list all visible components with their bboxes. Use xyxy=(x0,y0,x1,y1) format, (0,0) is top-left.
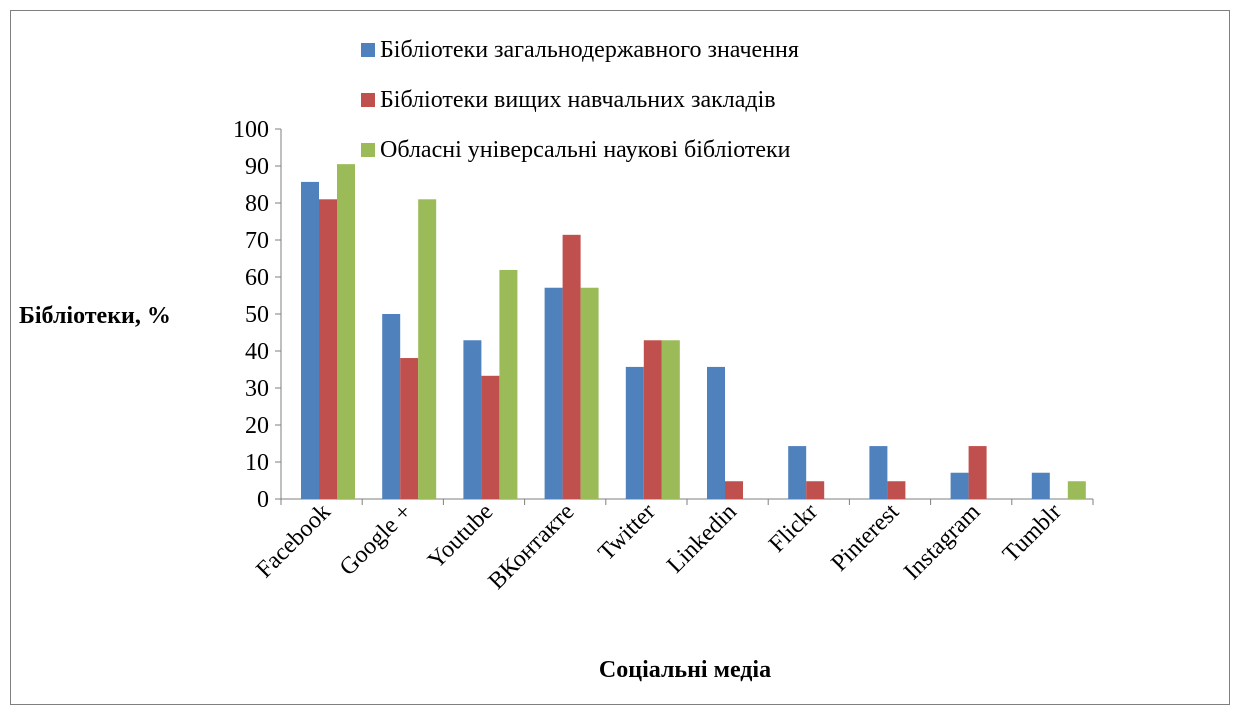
legend-swatch xyxy=(361,93,375,107)
bar-1-tumblr xyxy=(1031,472,1050,499)
bar-2-instagram xyxy=(968,446,987,499)
bar-2-google- xyxy=(400,358,419,499)
category-label: Pinterest xyxy=(826,499,904,577)
bar-2-twitter xyxy=(643,340,662,499)
legend-label: Бібліотеки вищих навчальних закладів xyxy=(380,87,776,113)
bar-3-twitter xyxy=(661,340,680,499)
bar-1-google- xyxy=(382,314,401,499)
legend-label: Бібліотеки загальнодержавного значення xyxy=(380,37,799,63)
bar-1-youtube xyxy=(463,340,482,499)
y-tick-label: 20 xyxy=(245,413,269,439)
y-tick-label: 80 xyxy=(245,191,269,217)
y-tick-label: 60 xyxy=(245,265,269,291)
bar-2-pinterest xyxy=(887,481,906,499)
y-axis-title: Бібліотеки, % xyxy=(19,303,171,329)
category-label: Tumblr xyxy=(998,499,1067,568)
x-ticks xyxy=(280,499,1094,505)
y-tick-label: 100 xyxy=(233,117,269,143)
bar-1-instagram xyxy=(950,472,969,499)
legend: Бібліотеки загальнодержавного значення Бі… xyxy=(361,37,799,163)
legend-swatch xyxy=(361,143,375,157)
bar-1-flickr xyxy=(788,446,807,499)
bar-1-pinterest xyxy=(869,446,888,499)
category-label: Twitter xyxy=(593,499,660,566)
legend-label: Обласні універсальні наукові бібліотеки xyxy=(380,137,791,163)
bar-3-facebook xyxy=(337,164,355,499)
y-tick-label: 90 xyxy=(245,154,269,180)
category-label: Youtube xyxy=(423,499,498,574)
chart-frame: Бібліотеки загальнодержавного значення Бі… xyxy=(10,10,1230,705)
category-label: Flickr xyxy=(764,499,823,558)
legend-swatch xyxy=(361,43,375,57)
y-tick-label: 70 xyxy=(245,228,269,254)
bar-1-linkedin xyxy=(707,366,725,499)
bar-3-google- xyxy=(418,199,437,500)
bar-2-linkedin xyxy=(725,481,743,499)
bar-1-facebook xyxy=(301,181,319,499)
axes: 0 10 20 30 40 50 60 70 80 90 100 xyxy=(233,117,1094,513)
category-label: ВКонтакте xyxy=(484,499,580,595)
x-axis-title: Соціальні медіа xyxy=(599,657,771,683)
y-tick-label: 40 xyxy=(245,339,269,365)
bar-1-вконтакте xyxy=(544,287,563,499)
bar-3-tumblr xyxy=(1067,481,1086,499)
bar-1-twitter xyxy=(625,366,644,499)
bar-2-flickr xyxy=(806,481,825,499)
y-tick-label: 0 xyxy=(257,487,269,513)
bar-3-youtube xyxy=(499,269,518,499)
category-label: Google + xyxy=(335,499,417,581)
y-tick-label: 10 xyxy=(245,450,269,476)
bar-2-facebook xyxy=(319,199,337,500)
bar-2-youtube xyxy=(481,375,500,499)
category-label: Instagram xyxy=(899,499,985,585)
bar-2-вконтакте xyxy=(562,234,581,499)
bar-3-вконтакте xyxy=(580,287,599,499)
bars xyxy=(301,164,1086,500)
y-tick-label: 50 xyxy=(245,302,269,328)
y-ticks: 0 10 20 30 40 50 60 70 80 90 100 xyxy=(233,117,281,513)
y-tick-label: 30 xyxy=(245,376,269,402)
category-label: Linkedin xyxy=(662,499,742,579)
bar-chart: Бібліотеки загальнодержавного значення Бі… xyxy=(19,37,1094,683)
